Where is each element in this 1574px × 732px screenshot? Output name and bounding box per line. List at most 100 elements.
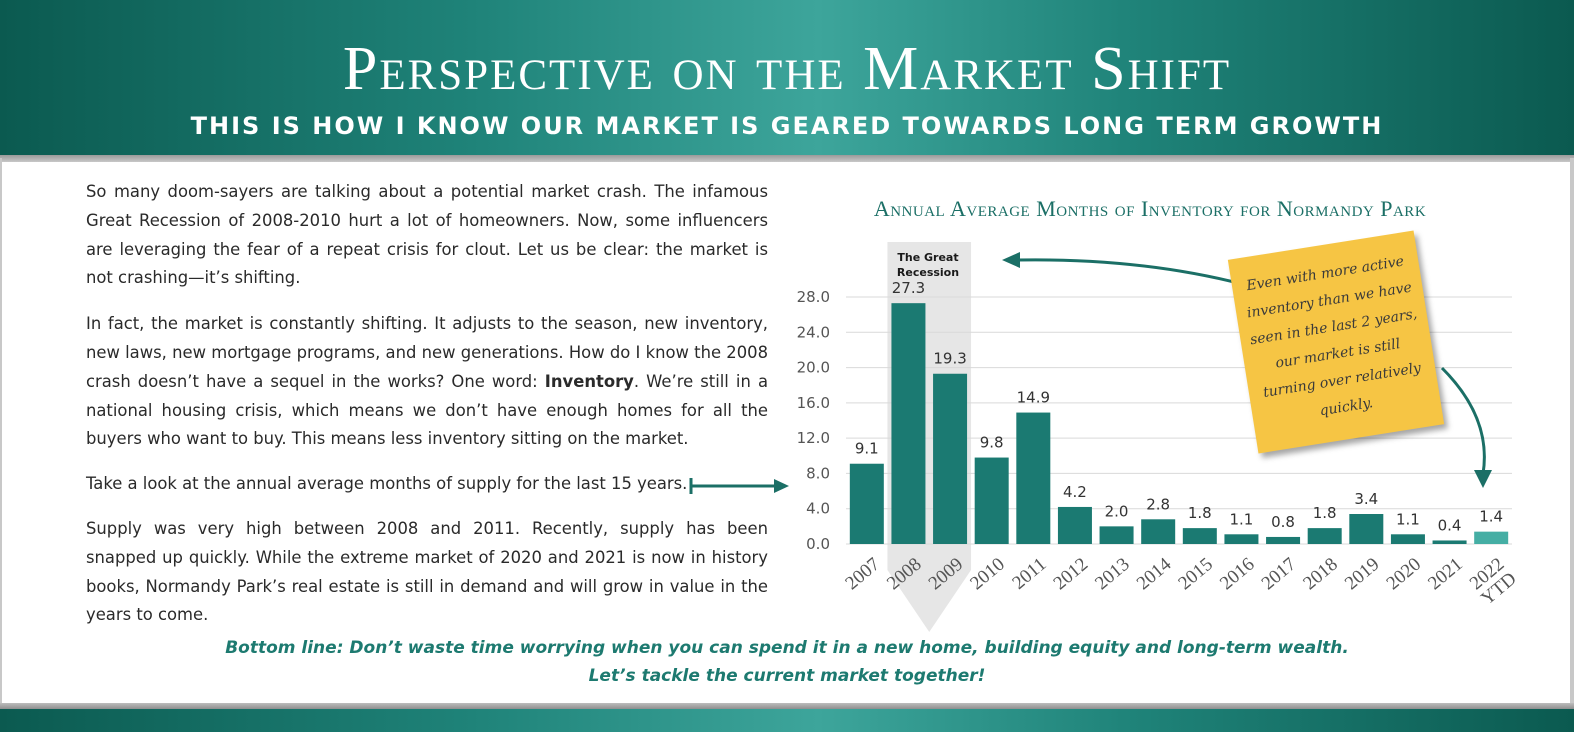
x-tick-label: 2011 — [1008, 554, 1050, 594]
y-tick-label: 28.0 — [797, 288, 830, 306]
sticky-note: Even with more active inventory than we … — [1227, 230, 1445, 454]
x-tick-text: 2015 — [1174, 554, 1217, 595]
paragraph-look: Take a look at the annual average months… — [86, 474, 688, 494]
x-tick-text: 2020 — [1383, 554, 1426, 595]
frame-left-border — [0, 158, 2, 708]
paragraph-intro: So many doom-sayers are talking about a … — [86, 182, 768, 288]
value-label: 2.8 — [1146, 495, 1170, 513]
bar — [1057, 506, 1092, 544]
y-tick-label: 12.0 — [797, 429, 830, 447]
frame-right-border — [1570, 158, 1574, 708]
bar — [1266, 536, 1301, 544]
bar — [1349, 514, 1384, 544]
body-text: So many doom-sayers are talking about a … — [86, 178, 768, 630]
bar — [1432, 540, 1467, 544]
x-tick-label: 2010 — [966, 554, 1009, 595]
bar — [1099, 526, 1134, 544]
footer-banner — [0, 709, 1574, 732]
value-label: 1.1 — [1230, 510, 1254, 528]
bar — [974, 457, 1009, 544]
x-tick-text: 2010 — [966, 554, 1009, 595]
x-tick-label: 2012 — [1050, 554, 1093, 595]
annotation-arrows — [1002, 252, 1492, 488]
bottom-line-call-to-action: Let’s tackle the current market together… — [588, 666, 986, 686]
paragraph-inventory-start: In fact, the market is constantly shifti… — [86, 314, 768, 391]
x-tick-label: 2015 — [1174, 554, 1217, 595]
y-tick-label: 8.0 — [806, 464, 830, 482]
value-label: 1.1 — [1396, 510, 1420, 528]
bar — [1182, 528, 1217, 544]
x-tick-text: 2017 — [1258, 554, 1301, 595]
value-label: 14.9 — [1017, 389, 1050, 407]
bar — [1390, 534, 1425, 544]
x-tick-text: 2019 — [1341, 554, 1384, 595]
value-label: 0.8 — [1271, 513, 1295, 531]
value-label: 1.8 — [1313, 504, 1337, 522]
value-label: 1.8 — [1188, 504, 1212, 522]
x-tick-label: 2007 — [841, 554, 884, 595]
x-tick-text: 2014 — [1133, 553, 1176, 594]
bar — [891, 303, 926, 544]
chart-title: Annual Average Months of Inventory for N… — [873, 196, 1427, 221]
sticky-note-text: Even with more active inventory than we … — [1245, 253, 1423, 420]
bar — [1474, 531, 1509, 544]
pointer-arrow-icon — [689, 478, 789, 494]
value-label: 0.4 — [1438, 516, 1462, 534]
x-tick-text: 2013 — [1091, 554, 1134, 595]
arrow-to-recession — [1017, 258, 1243, 286]
value-label: 3.4 — [1354, 490, 1378, 508]
x-tick-label: 2013 — [1091, 554, 1134, 595]
y-tick-label: 16.0 — [797, 394, 830, 412]
bar — [933, 373, 968, 544]
x-tick-text: 2018 — [1299, 554, 1342, 595]
bar — [1016, 412, 1051, 544]
x-tick-label: 2021 — [1424, 554, 1467, 595]
x-tick-label: 2014 — [1133, 553, 1176, 594]
y-tick-label: 24.0 — [797, 323, 830, 341]
y-tick-label: 0.0 — [806, 535, 830, 553]
bottom-line-text: Bottom line: Don’t waste time worrying w… — [225, 638, 1349, 658]
x-tick-text: 2012 — [1050, 554, 1093, 595]
x-tick-label: 2019 — [1341, 554, 1384, 595]
bar — [1224, 534, 1259, 544]
value-label: 9.8 — [980, 434, 1004, 452]
y-tick-label: 20.0 — [797, 359, 830, 377]
x-tick-text: 2016 — [1216, 554, 1259, 595]
value-label: 1.4 — [1479, 508, 1503, 526]
arrow-to-ytd — [1440, 366, 1486, 475]
value-label: 2.0 — [1105, 502, 1129, 520]
x-tick-label: 2016 — [1216, 554, 1259, 595]
bar — [1307, 528, 1342, 544]
x-tick-text: 2011 — [1008, 554, 1050, 594]
x-tick-text: 2007 — [841, 554, 884, 595]
bar — [1141, 519, 1176, 544]
header-divider — [0, 155, 1574, 162]
header-banner: Perspective on the Market Shift THIS IS … — [0, 0, 1574, 158]
page-subtitle: THIS IS HOW I KNOW OUR MARKET IS GEARED … — [190, 112, 1384, 140]
arrow-head-left-icon — [1002, 252, 1020, 268]
x-tick-label: 2017 — [1258, 554, 1301, 595]
bottom-line: Bottom line: Don’t waste time worrying w… — [0, 634, 1574, 690]
inventory-keyword: Inventory — [544, 371, 634, 391]
page-title: Perspective on the Market Shift — [342, 35, 1232, 103]
arrow-head-down-icon — [1474, 470, 1492, 488]
value-label: 27.3 — [892, 279, 925, 297]
y-axis-ticks: 0.0 4.0 8.0 12.0 16.0 20.0 24.0 28.0 — [797, 288, 830, 553]
footer-divider — [0, 703, 1574, 709]
bar — [849, 463, 884, 544]
value-labels: 9.1 27.3 19.3 9.8 14.9 4.2 2.0 2.8 1.8 1.1 0.8 1.8 3… — [855, 279, 1503, 534]
paragraph-supply: Supply was very high between 2008 and 20… — [86, 518, 768, 625]
x-tick-text: 2021 — [1424, 554, 1467, 595]
chart-bars — [849, 303, 1509, 544]
paragraph-inventory-end: . We’re still in a national housing cris… — [86, 371, 768, 449]
paragraph-inventory: In fact, the market is constantly shifti… — [86, 310, 768, 454]
x-tick-label: 2020 — [1383, 554, 1426, 595]
y-tick-label: 4.0 — [806, 500, 830, 518]
x-tick-label: 2018 — [1299, 554, 1342, 595]
value-label: 4.2 — [1063, 483, 1087, 501]
value-label: 19.3 — [933, 350, 966, 368]
great-recession-label: The Great Recession — [896, 251, 960, 279]
bar-chart: 0.0 4.0 8.0 12.0 16.0 20.0 24.0 28.0 9.1 27.3 19.… — [797, 242, 1521, 632]
value-label: 9.1 — [855, 440, 879, 458]
